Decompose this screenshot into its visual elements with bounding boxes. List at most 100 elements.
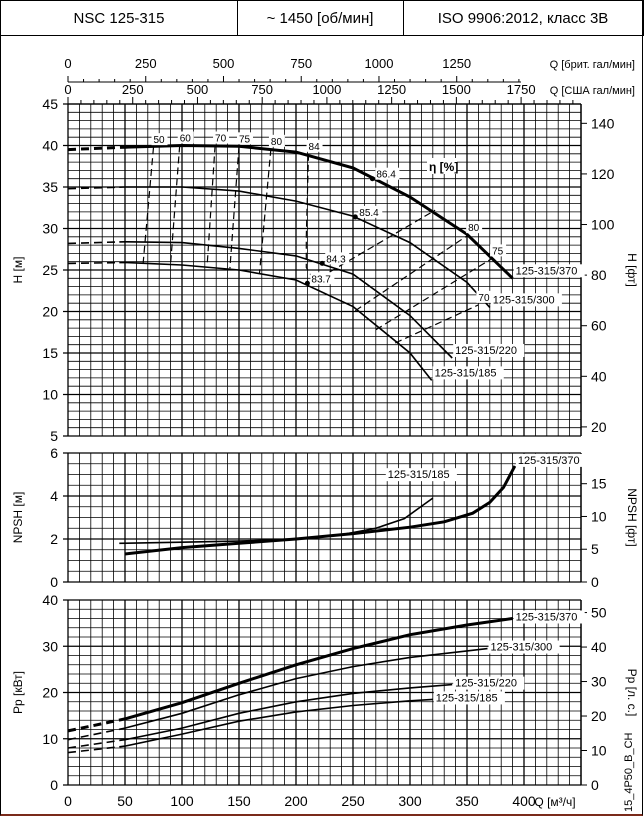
curve-label-bg (433, 691, 505, 705)
curve-label: 125-315/300 (493, 294, 555, 306)
y-tick-label: 20 (42, 685, 58, 701)
y-tick-label: 4 (50, 488, 58, 504)
curve-dashed-125-315/185 (67, 261, 120, 265)
curve-label-bg (385, 468, 457, 482)
bep-marker (352, 214, 358, 220)
bep-label: 86.4 (376, 170, 396, 181)
y-tick-label: 30 (42, 221, 58, 237)
efficiency-label: 60 (180, 134, 192, 145)
us-gal-axis-label: Q [США гал/мин] (550, 85, 635, 97)
bep-label: 84.3 (326, 254, 346, 265)
header-model: NSC 125-315 (0, 0, 238, 36)
curve-label-bg (513, 610, 585, 624)
right-tick-label: 30 (591, 674, 607, 690)
curve-label: 125-315/185 (435, 367, 497, 379)
curve-dashed-125-315/370 (67, 145, 126, 152)
us-gal-tick-label: 250 (122, 82, 144, 97)
curve-label: 125-315/370 (516, 265, 578, 277)
bep-label-bg (310, 272, 335, 285)
curve-label-bg (432, 366, 504, 380)
y-tick-label: 10 (42, 387, 58, 403)
efficiency-label-bg (490, 244, 507, 257)
y-tick-label: 2 (50, 531, 58, 547)
curve-label: 125-315/370 (518, 455, 580, 467)
brit-gal-tick-label: 500 (213, 56, 235, 71)
efficiency-line (170, 145, 181, 264)
x-axis-label: Q [м³/ч] (534, 795, 575, 809)
efficiency-label: 75 (492, 246, 504, 257)
bep-label-bg (375, 167, 400, 180)
curve-125-315/185 (119, 261, 433, 381)
efficiency-label: 84 (309, 142, 321, 153)
bep-marker (369, 176, 375, 182)
efficiency-label-bg (237, 132, 253, 145)
efficiency-label-bg (177, 131, 194, 144)
us-gal-tick-label: 1250 (377, 82, 406, 97)
efficiency-label-bg (151, 133, 168, 146)
y-axis-label: Pp [кВт] (11, 671, 25, 714)
efficiency-label: 75 (239, 134, 251, 145)
us-gal-tick-label: 1000 (312, 82, 341, 97)
y-tick-label: 0 (50, 574, 58, 590)
efficiency-line (206, 145, 216, 266)
right-tick-label: 40 (591, 368, 607, 384)
curve-dashed-125-315/300 (67, 186, 120, 190)
right-tick-label: 120 (591, 166, 615, 182)
x-tick-label: 100 (170, 793, 194, 809)
right-tick-label: 0 (591, 574, 599, 590)
bep-label: 83.7 (311, 274, 331, 285)
efficiency-label: 80 (468, 223, 480, 234)
curve-125-315/370 (124, 143, 514, 280)
y-axis-label: NPSH [м] (11, 492, 25, 544)
brit-gal-tick-label: 1250 (442, 56, 471, 71)
us-gal-tick-label: 1750 (507, 82, 536, 97)
bep-label-bg (325, 252, 350, 265)
right-tick-label: 100 (591, 217, 615, 233)
brit-gal-tick-label: 0 (64, 56, 71, 71)
efficiency-label-bg (213, 131, 230, 144)
efficiency-line (229, 146, 240, 269)
x-tick-label: 350 (455, 793, 479, 809)
curve-label: 125-315/185 (436, 692, 498, 704)
bep-marker (319, 260, 325, 266)
curve-125-315/220 (119, 683, 453, 742)
us-gal-tick-label: 1500 (442, 82, 471, 97)
efficiency-label: 80 (271, 137, 283, 148)
curve-label-bg (513, 264, 585, 278)
curve-dashed-125-315/220 (67, 739, 120, 749)
x-tick-label: 300 (398, 793, 422, 809)
right-tick-label: 10 (591, 508, 607, 524)
curve-125-315/185 (119, 698, 433, 748)
right-tick-label: 60 (591, 318, 607, 334)
x-tick-label: 50 (117, 793, 133, 809)
right-tick-label: 80 (591, 267, 607, 283)
efficiency-title: η [%] (429, 160, 458, 174)
y-axis-label-right: Pp [л. с.] (625, 669, 639, 717)
right-tick-label: 20 (591, 419, 607, 435)
brit-gal-tick-label: 1000 (365, 56, 394, 71)
curve-125-315/300 (119, 186, 491, 308)
x-tick-label: 0 (64, 793, 72, 809)
y-axis-label-right: NPSH [фт] (625, 488, 639, 546)
x-tick-label: 150 (227, 793, 251, 809)
y-axis-label-right: H [фт] (625, 253, 639, 287)
curve-label: 125-315/220 (455, 345, 517, 357)
bep-label: 85.4 (359, 208, 379, 219)
y-tick-label: 0 (50, 777, 58, 793)
y-tick-label: 40 (42, 138, 58, 154)
us-gal-tick-label: 750 (251, 82, 273, 97)
brit-gal-tick-label: 750 (290, 56, 312, 71)
efficiency-line (258, 148, 272, 274)
us-gal-tick-label: 0 (64, 82, 71, 97)
curve-label-bg (453, 676, 525, 690)
right-tick-label: 10 (591, 743, 607, 759)
efficiency-label: 70 (215, 134, 227, 145)
curve-label-bg (490, 293, 562, 307)
curve-125-315/220 (119, 240, 453, 359)
y-tick-label: 6 (50, 445, 58, 461)
efficiency-line (354, 234, 469, 312)
brit-gal-axis-label: Q [брит. гал/мин] (550, 59, 635, 71)
curve-label: 125-315/370 (516, 612, 578, 624)
